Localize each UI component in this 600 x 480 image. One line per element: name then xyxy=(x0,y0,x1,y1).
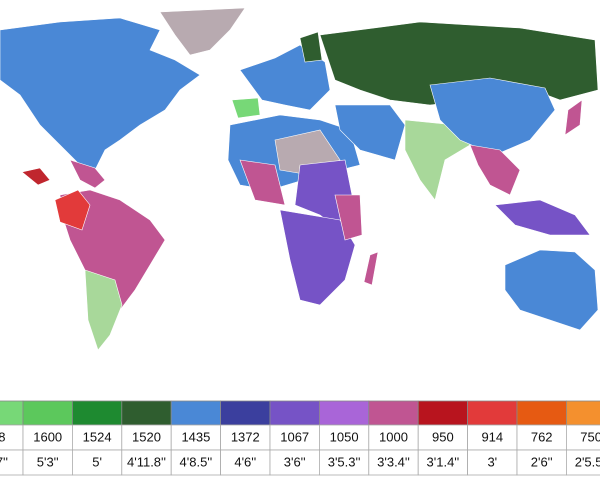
gauge-ft-in: 3'3.4'' xyxy=(377,454,410,469)
gauge-mm: 762 xyxy=(531,429,553,444)
legend-swatch xyxy=(467,400,518,426)
legend-cell xyxy=(170,424,221,451)
legend-cell xyxy=(318,424,370,451)
legend-swatch xyxy=(121,400,172,426)
west-africa xyxy=(239,159,286,206)
legend-cell xyxy=(121,449,172,476)
gauge-ft-in: 67'' xyxy=(0,454,8,469)
legend-swatch xyxy=(72,400,123,426)
gauge-ft-in: 4'6'' xyxy=(234,454,256,469)
legend-cell xyxy=(170,449,221,476)
gauge-ft-in: 2'5.5'' xyxy=(575,454,600,469)
legend-swatch xyxy=(269,400,320,426)
legend-cell xyxy=(269,449,320,476)
colombia xyxy=(54,189,91,231)
japan xyxy=(564,99,583,136)
south-east-asia xyxy=(469,144,521,196)
finland xyxy=(299,31,323,63)
gauge-mm: 1000 xyxy=(379,429,408,444)
gauge-mm: 1600 xyxy=(33,429,62,444)
middle-east xyxy=(334,104,406,161)
gauge-ft-in: 3'1.4'' xyxy=(427,454,460,469)
gauge-mm: 950 xyxy=(432,429,454,444)
legend-cell xyxy=(269,424,320,451)
gauge-ft-in: 5' xyxy=(92,454,102,469)
gauge-mm: 1067 xyxy=(280,429,309,444)
legend-swatch xyxy=(566,400,600,426)
legend-cell xyxy=(417,424,469,451)
south-america xyxy=(59,189,166,311)
gauge-ft-in: 3' xyxy=(487,454,497,469)
gauge-ft-in: 4'8.5'' xyxy=(180,454,213,469)
gauge-mm: 1435 xyxy=(181,429,210,444)
gauge-ft-in: 4'11.8'' xyxy=(127,454,166,469)
legend-cell xyxy=(467,424,518,451)
legend-swatch xyxy=(22,400,73,426)
gauge-mm: 1524 xyxy=(83,429,112,444)
legend-cell xyxy=(516,424,567,451)
gauge-ft-in: 5'3'' xyxy=(37,454,59,469)
indonesia xyxy=(494,199,591,236)
legend-cell xyxy=(220,449,271,476)
world-map xyxy=(0,7,599,351)
gauge-ft-in: 2'6'' xyxy=(531,454,553,469)
legend-swatch xyxy=(516,400,567,426)
gauge-mm: 1050 xyxy=(330,429,359,444)
legend-swatch xyxy=(368,400,419,426)
madagascar xyxy=(363,251,379,286)
legend-cell xyxy=(566,449,600,476)
north-america xyxy=(0,17,201,171)
greenland xyxy=(159,7,246,56)
gauge-ft-in: 3'6'' xyxy=(284,454,306,469)
legend-swatch xyxy=(417,400,469,426)
gauge-ft-in: 3'5.3'' xyxy=(328,454,361,469)
iberia xyxy=(231,97,261,119)
legend-swatch xyxy=(0,400,24,426)
gauge-mm: 1520 xyxy=(132,429,161,444)
legend: 68 67'' 1600 5'3'' 1524 5' 1520 4'11.8'' 1435 4'8… xyxy=(0,400,600,476)
gauge-mm: 68 xyxy=(0,429,6,444)
legend-swatch xyxy=(170,400,221,426)
central-america xyxy=(69,159,106,189)
legend-swatch xyxy=(318,400,370,426)
gauge-mm: 914 xyxy=(481,429,503,444)
legend-cell xyxy=(72,449,123,476)
australia xyxy=(504,249,599,331)
east-africa xyxy=(334,194,363,241)
legend-swatch xyxy=(220,400,271,426)
gauge-mm: 750 xyxy=(580,429,600,444)
mexico-south xyxy=(21,167,51,186)
legend-cell xyxy=(22,449,73,476)
gauge-mm: 1372 xyxy=(231,429,260,444)
legend-cell xyxy=(417,449,469,476)
china xyxy=(429,77,556,156)
argentina-chile xyxy=(84,269,123,351)
legend-cell xyxy=(220,424,271,451)
